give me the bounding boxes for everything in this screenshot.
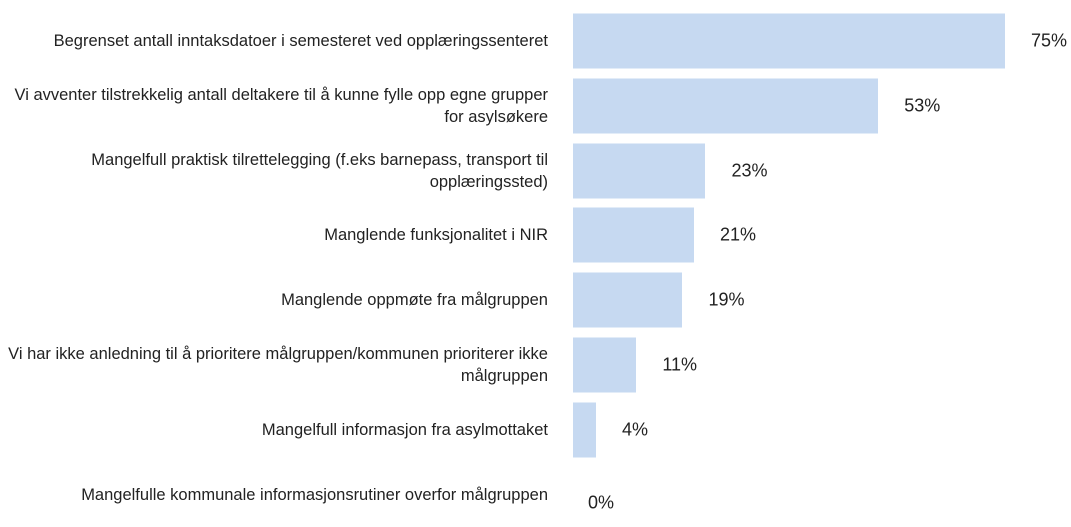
category-label: Mangelfull praktisk tilrettelegging (f.e… [91, 150, 548, 191]
value-label: 23% [731, 160, 768, 181]
bar [573, 207, 694, 263]
value-label: 21% [719, 224, 756, 245]
bar [573, 272, 683, 328]
value-label: 11% [662, 354, 698, 375]
category-label: Mangelfulle kommunale informasjonsrutine… [81, 485, 548, 504]
category-label: Manglende funksjonalitet i NIR [324, 226, 548, 245]
bar [573, 143, 706, 199]
value-label: 0% [588, 492, 615, 513]
value-label: 19% [708, 289, 745, 310]
category-label: Manglende oppmøte fra målgruppen [281, 291, 548, 310]
category-label: Vi har ikke anledning til å prioritere m… [8, 345, 548, 385]
value-label: 53% [904, 95, 941, 116]
bar [573, 402, 597, 458]
bar [573, 78, 879, 134]
value-label: 4% [622, 419, 649, 440]
bar [573, 337, 637, 393]
category-label: Mangelfull informasjon fra asylmottaket [261, 420, 548, 439]
bar [573, 13, 1005, 69]
category-label: Vi avventer tilstrekkelig antall deltake… [14, 85, 548, 126]
category-label: Begrenset antall inntaksdatoer i semeste… [53, 32, 548, 50]
value-label: 75% [1031, 30, 1068, 51]
